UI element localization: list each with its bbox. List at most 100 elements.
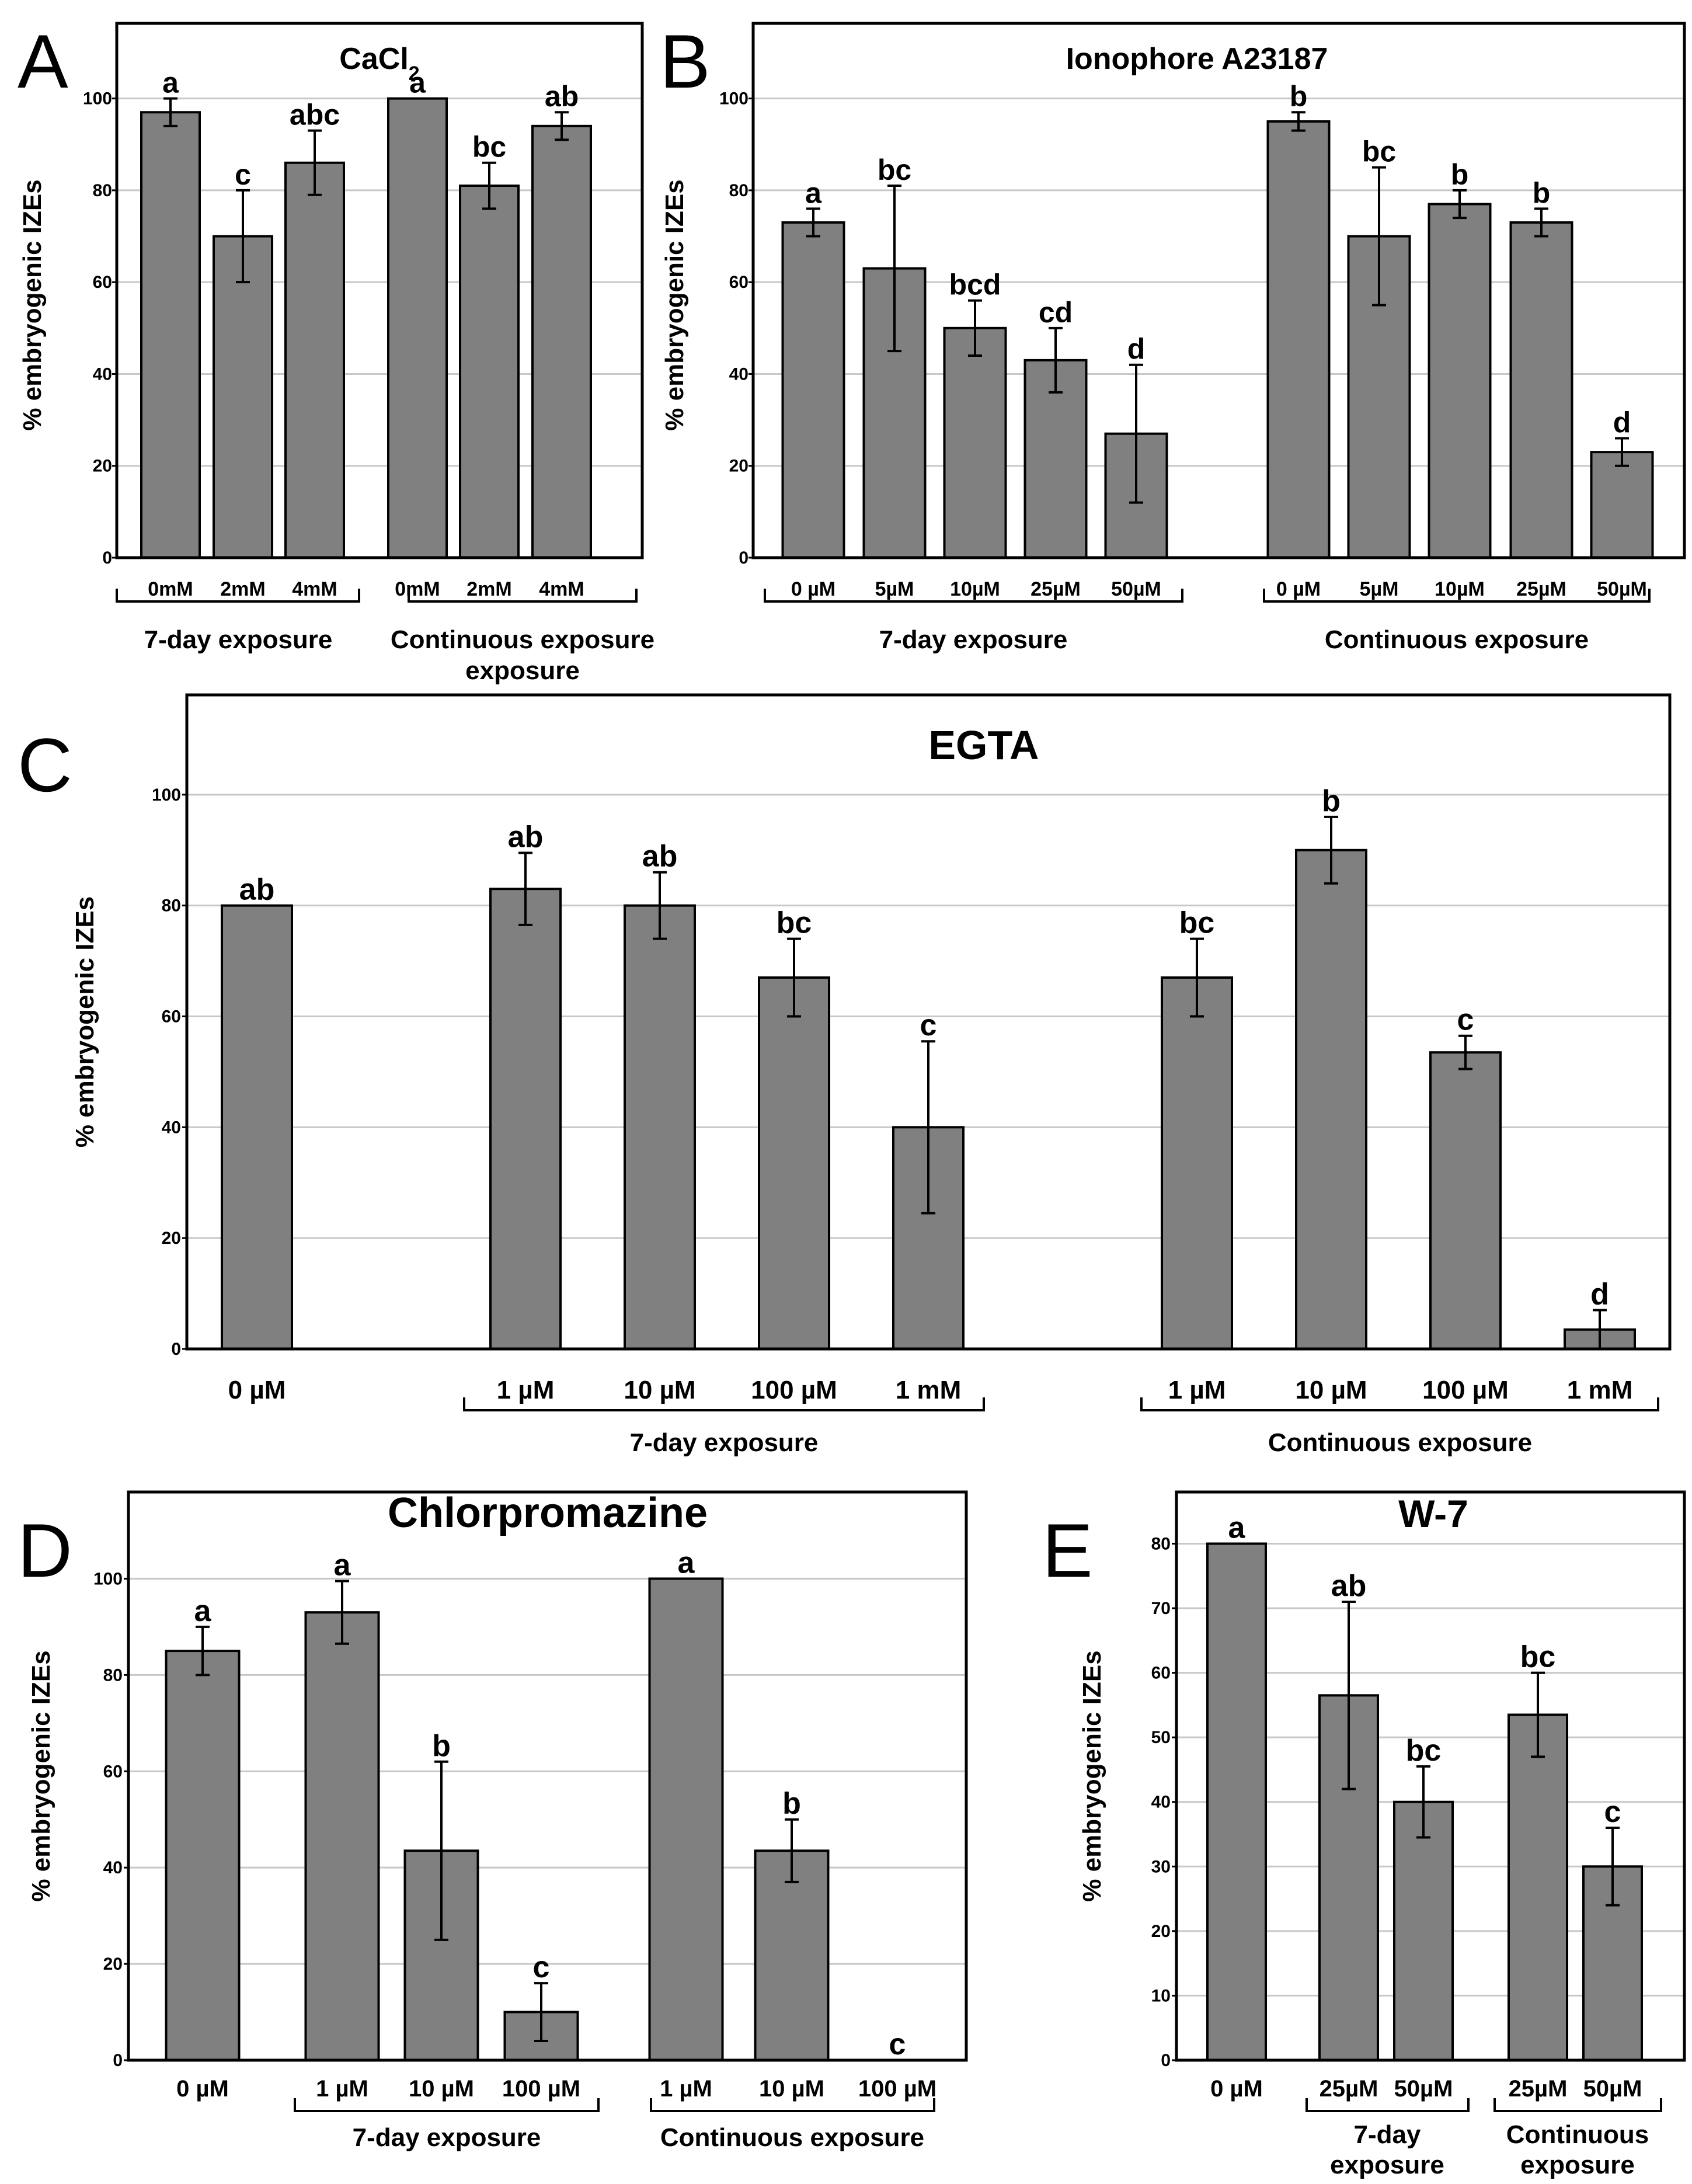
- y-tick-label: 20: [729, 457, 748, 476]
- y-tick-label: 60: [93, 273, 112, 292]
- significance-letter: d: [1590, 1278, 1609, 1312]
- panel-b: a 0 µM bc 5µM bcd 10µM cd 25µM d 50µM b 0 µM bc 5µM b 1…: [660, 19, 1686, 654]
- bar: [459, 185, 520, 559]
- plot-frame: [1175, 1490, 1686, 2062]
- group-label: 7-day exposure: [630, 1428, 819, 1457]
- plot-frame: [751, 22, 1686, 559]
- category-label: 1 µM: [497, 1376, 555, 1404]
- y-tick-label: 60: [103, 1762, 123, 1781]
- group-label: Continuous exposure: [1325, 625, 1589, 654]
- bar: [1508, 1713, 1568, 2061]
- significance-letter: b: [1322, 784, 1341, 818]
- y-axis-label: % embryogenic IZEs: [1078, 1650, 1106, 1901]
- significance-letter: ab: [239, 873, 275, 907]
- y-tick-label: 80: [93, 181, 112, 200]
- group-bracket: [116, 589, 360, 603]
- category-label: 4mM: [292, 578, 337, 600]
- y-tick-label: 50: [1151, 1728, 1171, 1747]
- chart-title-subscript: 2: [409, 62, 420, 85]
- y-tick-label: 100: [83, 89, 112, 109]
- category-label: 0mM: [395, 578, 440, 600]
- significance-letter: bc: [472, 131, 506, 164]
- bar: [1266, 120, 1331, 559]
- significance-letter: ab: [642, 840, 678, 874]
- group-bracket: [408, 589, 638, 603]
- significance-letter: a: [409, 67, 426, 99]
- y-tick-label: 0: [113, 2051, 123, 2070]
- category-label: 25µM: [1516, 578, 1566, 600]
- category-label: 100 µM: [858, 2076, 936, 2102]
- panel-letter: A: [18, 19, 68, 104]
- y-tick-label: 100: [152, 785, 181, 805]
- category-label: 50µM: [1583, 2076, 1642, 2102]
- bar: [387, 97, 448, 559]
- significance-letter: b: [1451, 158, 1469, 191]
- significance-letter: c: [235, 158, 251, 191]
- significance-letter: c: [533, 1950, 550, 1984]
- group-bracket: [1263, 589, 1651, 603]
- significance-letter: a: [194, 1594, 212, 1628]
- category-label: 25µM: [1030, 578, 1081, 600]
- category-label: 1 µM: [316, 2076, 368, 2102]
- significance-letter: ab: [508, 820, 544, 854]
- y-tick-label: 0: [739, 548, 748, 568]
- y-axis-label: % embryogenic IZEs: [71, 896, 99, 1147]
- category-label: 1 mM: [896, 1376, 961, 1404]
- bar: [304, 1611, 380, 2061]
- bar: [781, 221, 845, 559]
- category-label: 1 mM: [1567, 1376, 1632, 1404]
- significance-letter: bc: [1520, 1640, 1556, 1674]
- significance-letter: b: [1290, 80, 1308, 113]
- plot-frame: [115, 22, 644, 559]
- plot-frame: [127, 1490, 968, 2062]
- bar: [1393, 1800, 1454, 2062]
- y-tick-label: 80: [103, 1665, 123, 1685]
- group-label-line2: exposure: [1520, 2151, 1635, 2179]
- significance-letter: a: [334, 1549, 351, 1583]
- category-label: 5µM: [1360, 578, 1399, 600]
- panel-c: ab 0 µM ab 1 µM ab 10 µM bc 100 µM c 1 mM bc 1 µM b 1…: [18, 693, 1672, 1457]
- panel-e: a 0 µM ab 25µM bc 50µM bc 25µM c 50µM 0 10 20 30 40 50 6…: [1042, 1490, 1686, 2179]
- category-label: 0 µM: [228, 1376, 286, 1404]
- category-label: 0 µM: [176, 2076, 229, 2102]
- panel-d: a 0 µM a 1 µM b 10 µM c 100 µM a 1 µM b 10 µM c 100 µ…: [18, 1490, 968, 2152]
- bar: [221, 904, 293, 1350]
- bar: [284, 161, 345, 559]
- group-bracket: [463, 1397, 985, 1411]
- panel-letter: B: [660, 19, 711, 104]
- bar: [624, 904, 696, 1350]
- category-label: 2mM: [466, 578, 511, 600]
- bar: [943, 326, 1007, 559]
- category-label: 0 µM: [791, 578, 835, 600]
- group-bracket: [650, 2098, 935, 2112]
- y-tick-label: 60: [1151, 1664, 1171, 1683]
- y-tick-label: 10: [1151, 1986, 1171, 2005]
- group-bracket: [1305, 2098, 1470, 2112]
- bar: [1590, 451, 1654, 559]
- y-tick-label: 0: [102, 548, 112, 568]
- chart-title: CaCl2: [339, 42, 419, 85]
- category-label: 25µM: [1320, 2076, 1378, 2102]
- significance-letter: abc: [290, 99, 340, 131]
- y-axis-label: % embryogenic IZEs: [660, 179, 689, 430]
- category-label: 0mM: [148, 578, 193, 600]
- category-label: 10 µM: [409, 2076, 474, 2102]
- significance-letter: c: [1457, 1003, 1474, 1037]
- y-tick-label: 100: [93, 1569, 123, 1588]
- category-label: 4mM: [539, 578, 584, 600]
- y-tick-label: 20: [93, 457, 112, 476]
- group-label: 7-day: [1354, 2120, 1421, 2149]
- bar: [213, 235, 273, 559]
- significance-letter: ab: [545, 80, 579, 113]
- category-label: 1 µM: [660, 2076, 712, 2102]
- category-label: 10 µM: [624, 1376, 695, 1404]
- chart-title: Chlorpromazine: [388, 1490, 708, 1536]
- group-bracket: [764, 589, 1183, 603]
- y-tick-label: 40: [103, 1858, 123, 1877]
- category-label: 50µM: [1111, 578, 1161, 600]
- bar: [1295, 848, 1367, 1350]
- group-label-line2: exposure: [465, 656, 580, 685]
- group-label: Continuous exposure: [660, 2123, 924, 2152]
- panel-a: a 0mM c 2mM abc 4mM a 0mM bc 2mM ab 4mM 0 20 40 60 80 100…: [18, 19, 654, 685]
- y-tick-label: 60: [729, 273, 748, 292]
